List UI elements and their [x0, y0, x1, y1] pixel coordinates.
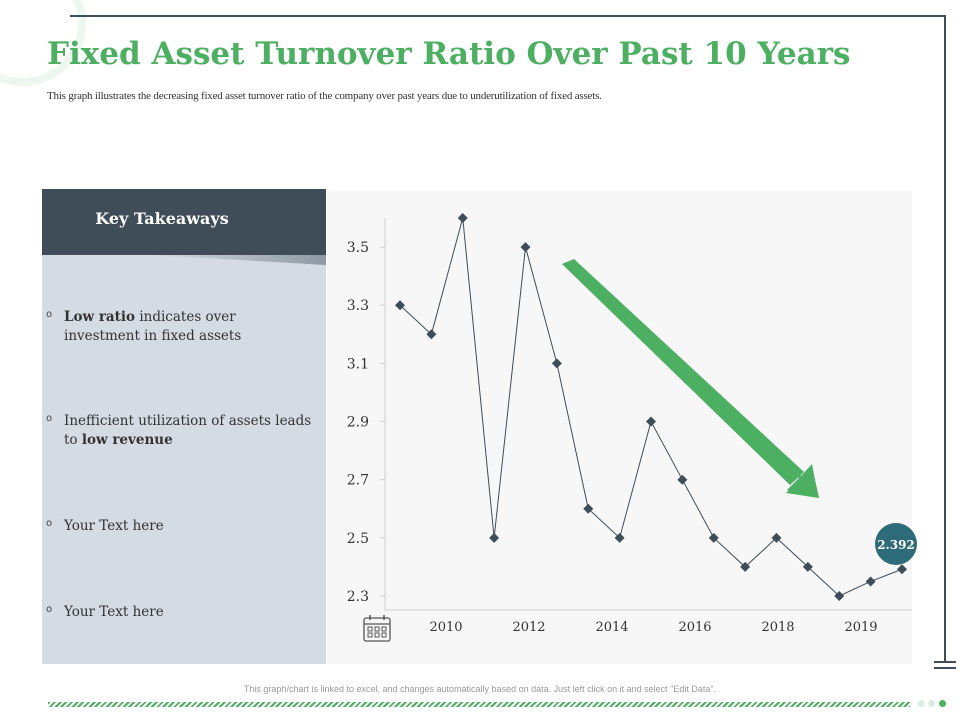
footer-note: This graph/chart is linked to excel, and… [243, 684, 717, 694]
data-point-marker [614, 532, 625, 543]
panel-header-shadow [152, 255, 326, 265]
y-tick-label: 3.1 [347, 356, 369, 372]
pager-dot [928, 700, 935, 707]
x-tick-label: 2016 [678, 620, 711, 635]
calendar-cell [374, 626, 380, 632]
corner-decoration [0, 0, 86, 86]
page-subtitle: This graph illustrates the decreasing fi… [47, 90, 602, 102]
callout-value: 2.392 [877, 538, 915, 552]
bullet-icon: o [46, 309, 53, 320]
calendar-cell [367, 626, 373, 632]
takeaway-text: Your Text here [64, 518, 164, 534]
data-point-marker [708, 532, 719, 543]
pager-dot [918, 700, 925, 707]
y-tick-label: 3.5 [347, 240, 369, 256]
data-point-marker [520, 242, 531, 253]
x-tick-label: 2014 [595, 620, 628, 635]
trend-arrow-shaft [562, 259, 804, 485]
series-line [399, 217, 903, 597]
data-point-marker [677, 474, 688, 485]
calendar-cell [381, 632, 387, 638]
bullet-icon: o [46, 604, 53, 615]
down-trend-arrow-icon [562, 259, 819, 498]
takeaway-text: Inefficient utilization of assets leads … [64, 413, 312, 448]
bullet-icon: o [46, 413, 53, 424]
x-tick-label: 2018 [761, 620, 794, 635]
data-point-marker [771, 532, 782, 543]
y-tick-label: 2.9 [347, 415, 369, 431]
calendar-cell [367, 632, 373, 638]
y-tick-label: 3.3 [347, 298, 369, 314]
panel-heading: Key Takeaways [95, 209, 229, 228]
calendar-cell [374, 632, 380, 638]
data-point-marker [551, 358, 562, 369]
bullet-icon: o [46, 518, 53, 529]
key-takeaways-panel: Key Takeaways o Low ratio indicates over… [42, 189, 326, 664]
y-tick-label: 2.3 [347, 589, 369, 605]
data-point-marker [489, 532, 500, 543]
data-point-marker [583, 503, 594, 514]
takeaway-text: Low ratio indicates over investment in f… [64, 309, 242, 344]
x-tick-label: 2012 [512, 620, 545, 635]
frame-top-border [70, 15, 946, 17]
y-tick-label: 2.5 [347, 531, 369, 547]
callout-badge: 2.392 [875, 523, 917, 565]
data-point-marker [426, 329, 437, 340]
pager-dot [939, 700, 946, 707]
data-point-marker [395, 300, 405, 311]
calendar-cell [381, 626, 387, 632]
footer-divider [48, 702, 910, 707]
data-point-marker [865, 576, 876, 587]
takeaway-text: Your Text here [64, 604, 164, 620]
frame-foot-line [934, 661, 956, 663]
calendar-frame [363, 617, 391, 642]
y-tick-label: 2.7 [347, 473, 369, 489]
data-point-marker [897, 564, 907, 575]
x-tick-label: 2010 [429, 620, 462, 635]
calendar-icon [363, 615, 391, 642]
panel-header: Key Takeaways [42, 189, 326, 255]
data-series [395, 213, 907, 601]
x-axis: 2010 2012 2014 2016 2018 2019 [385, 609, 912, 635]
frame-foot-line [934, 667, 956, 669]
x-tick-label: 2019 [844, 620, 877, 635]
page-title: Fixed Asset Turnover Ratio Over Past 10 … [47, 36, 851, 72]
data-point-marker [646, 416, 656, 427]
chart-background [327, 191, 912, 664]
data-point-marker [834, 591, 845, 601]
frame-right-border [944, 15, 946, 662]
data-point-marker [457, 213, 468, 223]
data-point-marker [740, 561, 751, 572]
callout-circle [875, 523, 917, 565]
trend-arrow-head [786, 466, 819, 498]
y-axis: 3.5 3.3 3.1 2.9 2.7 2.5 2.3 [347, 218, 386, 610]
data-point-marker [802, 561, 813, 572]
